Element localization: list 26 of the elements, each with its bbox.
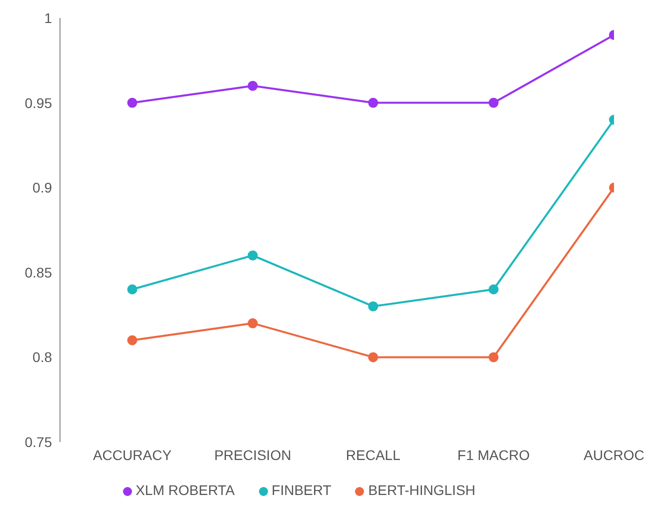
y-tick-label: 0.9 (32, 180, 52, 196)
point (488, 284, 499, 294)
point (368, 352, 378, 362)
point (368, 98, 378, 108)
x-tick-label: PRECISION (214, 446, 292, 463)
point (488, 98, 499, 108)
x-tick-label: RECALL (346, 446, 401, 463)
y-tick-label: 0.8 (32, 349, 52, 366)
point (127, 335, 138, 346)
point (368, 301, 378, 312)
point (248, 250, 258, 260)
legend-label: XLM ROBERTA (136, 482, 235, 498)
x-tick-label: F1 MACRO (457, 446, 530, 463)
y-tick-label: 1 (44, 10, 52, 26)
point (248, 80, 258, 91)
point (127, 98, 138, 108)
legend-label: FINBERT (272, 482, 332, 498)
point (488, 352, 499, 362)
point (248, 318, 258, 328)
legend-label: BERT-HINGLISH (368, 482, 476, 498)
y-tick-label: 0.95 (24, 94, 52, 111)
x-tick-label: AUCROC (584, 446, 644, 463)
y-tick-label: 0.85 (24, 264, 52, 280)
x-tick-label: ACCURACY (92, 446, 172, 463)
point (127, 284, 138, 294)
y-tick-label: 0.75 (24, 434, 52, 450)
